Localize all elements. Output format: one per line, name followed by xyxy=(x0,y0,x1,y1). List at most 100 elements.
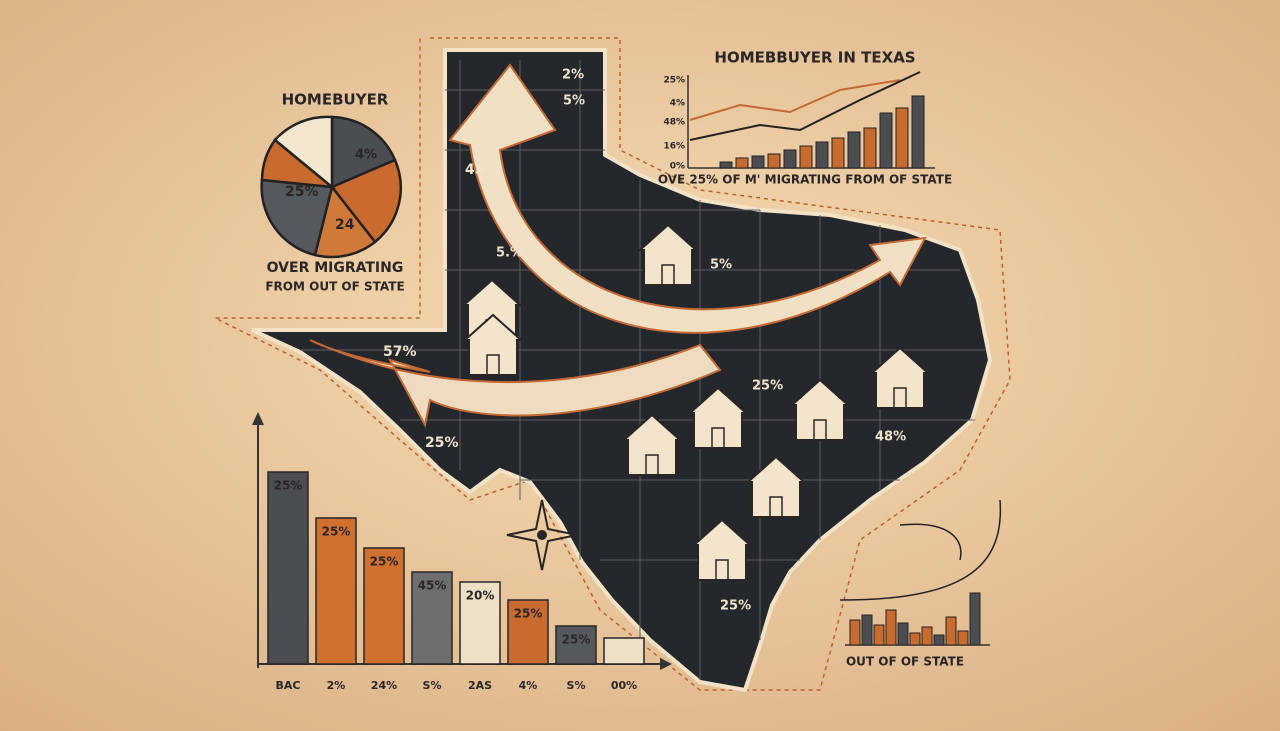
house-door xyxy=(893,387,907,409)
pie-label: 4% xyxy=(355,148,377,163)
mini-caption: OUT OF OF STATE xyxy=(846,655,964,669)
house xyxy=(691,518,753,581)
trend-axis-label: 4% xyxy=(670,99,685,109)
trend-bar xyxy=(783,149,797,169)
dashed-outline xyxy=(214,37,1011,691)
bar xyxy=(315,517,357,665)
trend-bar xyxy=(895,107,909,169)
bar-label: 25% xyxy=(274,479,303,493)
map-label: 5% xyxy=(710,258,732,273)
bar-chart: BAC 25% 2% 25% 24% 25% S% 45% 2AS 20% 4% 25% S% 25% 00… xyxy=(252,412,672,692)
mini-bar xyxy=(957,630,969,646)
map-labels: 2% 5% 45% 5.% 5% 57% 25% 25% 48% 25% xyxy=(383,68,906,614)
trend-bar xyxy=(735,157,749,169)
map-label: 25% xyxy=(720,599,751,614)
pie-title: HOMEBUYER xyxy=(282,91,389,109)
bar xyxy=(555,625,597,665)
trend-bar xyxy=(799,145,813,169)
mini-bar xyxy=(921,626,933,646)
bar xyxy=(267,471,309,665)
bar xyxy=(411,571,453,665)
x-tick-label: 24% xyxy=(371,679,397,692)
trend-bar xyxy=(831,137,845,169)
trend-caption: OVE 25% OF M' MIGRATING FROM OF STATE xyxy=(658,173,952,187)
mini-bar xyxy=(909,632,921,646)
mini-bar xyxy=(897,622,909,646)
house-door xyxy=(661,264,675,286)
map-label: 57% xyxy=(383,344,417,360)
trend-axis-label: 16% xyxy=(663,142,685,152)
pie-chart xyxy=(260,115,402,259)
bar-label: 25% xyxy=(562,633,591,647)
trend-axis-label: 0% xyxy=(670,162,685,172)
mini-bar xyxy=(933,634,945,646)
bar xyxy=(459,581,501,665)
house-door xyxy=(486,354,500,376)
x-tick-label: S% xyxy=(567,679,586,692)
trend-bar xyxy=(879,112,893,169)
houses xyxy=(461,223,931,581)
pie-caption: OVER MIGRATING xyxy=(267,260,404,276)
mini-bar xyxy=(849,619,861,646)
bar xyxy=(363,547,405,665)
map-label: 25% xyxy=(752,379,783,394)
bar-label: 25% xyxy=(322,525,351,539)
house-door xyxy=(711,427,725,449)
trend-bar xyxy=(719,161,733,169)
trend-title: HOMEBBUYER IN TEXAS xyxy=(714,49,915,67)
curved-arrow xyxy=(448,63,927,334)
trend-axis-label: 48% xyxy=(663,118,685,128)
trend-bar xyxy=(815,141,829,169)
map-label: 45% xyxy=(465,162,499,178)
compass xyxy=(506,499,578,571)
x-tick-label: 2AS xyxy=(468,679,492,692)
map-label: 5% xyxy=(563,94,585,109)
pie-caption: FROM OUT OF STATE xyxy=(265,280,404,294)
curved-arrow xyxy=(309,339,722,428)
map-label: 5.% xyxy=(496,246,523,261)
house xyxy=(745,455,807,518)
x-tick-label: S% xyxy=(423,679,442,692)
trend-bar xyxy=(847,131,861,169)
x-tick-label: 4% xyxy=(519,679,538,692)
trend-bar xyxy=(751,155,765,169)
trend-bar xyxy=(863,127,877,169)
x-tick-label: BAC xyxy=(276,679,301,692)
house xyxy=(462,313,524,376)
bar xyxy=(603,637,645,665)
trend-axis-label: 25% xyxy=(663,76,685,86)
bar-label: 25% xyxy=(514,607,543,621)
mini-bar xyxy=(945,616,957,646)
bar-label: 45% xyxy=(418,579,447,593)
house xyxy=(461,278,523,341)
mini-bar xyxy=(969,592,981,646)
trend-bar xyxy=(911,95,925,169)
house xyxy=(621,413,683,476)
x-tick-label: 00% xyxy=(611,679,637,692)
trend-bar xyxy=(767,153,781,169)
trend-chart xyxy=(687,71,935,169)
pie-label: 24 xyxy=(335,217,355,233)
map-label: 48% xyxy=(875,430,906,445)
pie-label: 25% xyxy=(285,184,319,200)
house xyxy=(869,346,931,409)
bar-label: 20% xyxy=(466,589,495,603)
house xyxy=(789,378,851,441)
mini-bar xyxy=(861,614,873,646)
house-door xyxy=(645,454,659,476)
mini-bar xyxy=(873,624,885,646)
house-door xyxy=(769,496,783,518)
mini-chart xyxy=(839,499,1002,646)
x-tick-label: 2% xyxy=(327,679,346,692)
map-label: 2% xyxy=(562,68,584,83)
house-door xyxy=(813,419,827,441)
house-door xyxy=(715,559,729,581)
map-label: 25% xyxy=(425,435,459,451)
mini-bar xyxy=(885,609,897,646)
house xyxy=(687,386,749,449)
bar-label: 25% xyxy=(370,555,399,569)
bar xyxy=(507,599,549,665)
house xyxy=(637,223,699,286)
